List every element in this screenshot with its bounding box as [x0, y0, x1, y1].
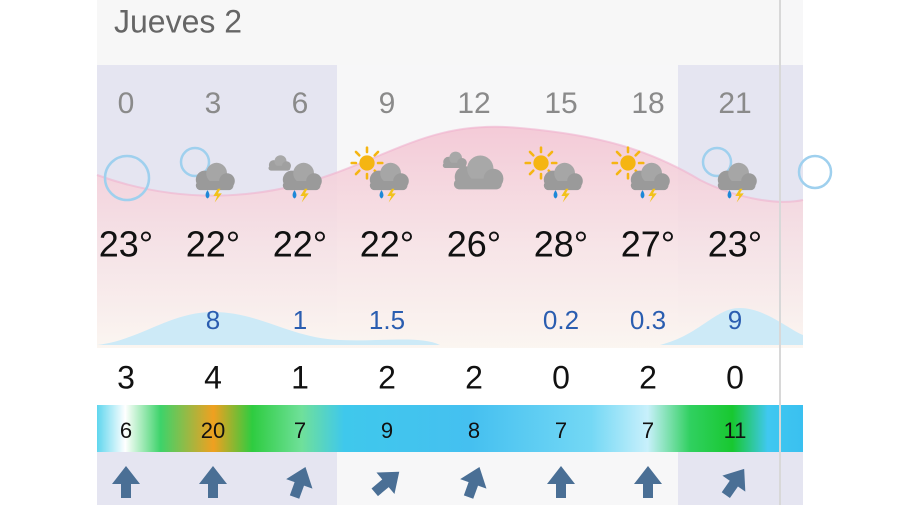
temperature: 22°: [273, 224, 327, 265]
wind-speed: 9: [381, 418, 393, 443]
hour: 0: [118, 87, 135, 120]
value: 4: [204, 359, 222, 395]
wind-speed: 11: [724, 418, 747, 443]
value: 0: [552, 359, 570, 395]
value-row: [97, 348, 803, 405]
temperature: 26°: [447, 224, 501, 265]
precipitation: 0.2: [543, 305, 579, 335]
wind-speed: 20: [201, 418, 225, 443]
temperature: 22°: [186, 224, 240, 265]
hour: 12: [457, 87, 490, 120]
temperature: 27°: [621, 224, 675, 265]
temperature-band: [97, 126, 803, 351]
wind-speed: 7: [642, 418, 654, 443]
temperature-curve: [96, 125, 804, 203]
weather-icons: [103, 146, 833, 203]
wind-speed: 8: [468, 418, 480, 443]
wind-speed: 7: [294, 418, 306, 443]
value: 2: [465, 359, 483, 395]
precipitation: 1.5: [369, 305, 405, 335]
temperature: 28°: [534, 224, 588, 265]
hour: 15: [544, 87, 577, 120]
precipitation: 0.3: [630, 305, 666, 335]
day-title: Jueves 2: [114, 3, 242, 39]
value: 1: [291, 359, 309, 395]
header: [97, 0, 780, 65]
precip-area: [97, 312, 440, 345]
value: 0: [726, 359, 744, 395]
precipitation: 8: [206, 305, 220, 335]
hour: 9: [379, 87, 396, 120]
hour: 3: [205, 87, 222, 120]
value: 3: [117, 359, 135, 395]
temperature: 23°: [708, 224, 762, 265]
hour: 6: [292, 87, 309, 120]
value: 2: [378, 359, 396, 395]
wind-band: [97, 405, 803, 452]
wind-speed: 6: [120, 418, 132, 443]
hour: 18: [631, 87, 664, 120]
wind-speed: 7: [555, 418, 567, 443]
precipitation: 9: [728, 305, 742, 335]
value: 2: [639, 359, 657, 395]
hour: 21: [718, 87, 751, 120]
precipitation: 1: [293, 305, 307, 335]
temperature: 22°: [360, 224, 414, 265]
precip-area: [660, 308, 803, 345]
temperature: 23°: [99, 224, 153, 265]
